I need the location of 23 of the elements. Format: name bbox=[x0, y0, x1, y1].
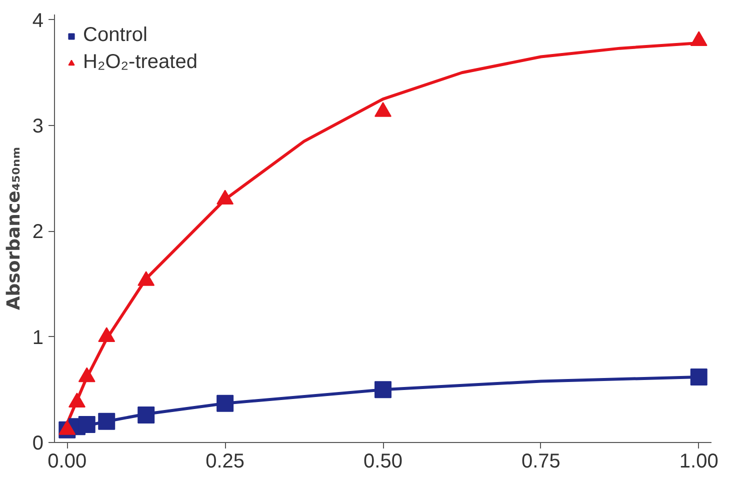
point bbox=[138, 406, 155, 424]
point bbox=[216, 394, 234, 412]
x-tick-label: 0.25 bbox=[206, 450, 245, 472]
y-tick-label: 4 bbox=[32, 10, 44, 32]
x-tick-label: 1.00 bbox=[679, 450, 718, 472]
y-tick-label: 1 bbox=[32, 326, 44, 349]
y-axis-title: Absorbance₄₅₀ₙₘ bbox=[3, 146, 24, 310]
y-tick-label: 3 bbox=[32, 115, 44, 138]
x-tick-label: 0.00 bbox=[48, 450, 87, 472]
y-tick-label: 0 bbox=[32, 432, 44, 454]
legend-label: H₂O₂-treated bbox=[83, 51, 198, 74]
point bbox=[138, 271, 155, 286]
point bbox=[374, 102, 392, 117]
y-tick-label: 2 bbox=[32, 221, 44, 244]
point bbox=[98, 412, 116, 430]
point bbox=[374, 381, 392, 398]
point bbox=[216, 190, 234, 205]
point bbox=[690, 31, 708, 46]
x-tick-label: 0.50 bbox=[364, 450, 402, 472]
point bbox=[78, 416, 96, 434]
point bbox=[690, 368, 708, 386]
x-tick-label: 0.75 bbox=[521, 450, 560, 472]
legend-label: Control bbox=[83, 24, 148, 47]
